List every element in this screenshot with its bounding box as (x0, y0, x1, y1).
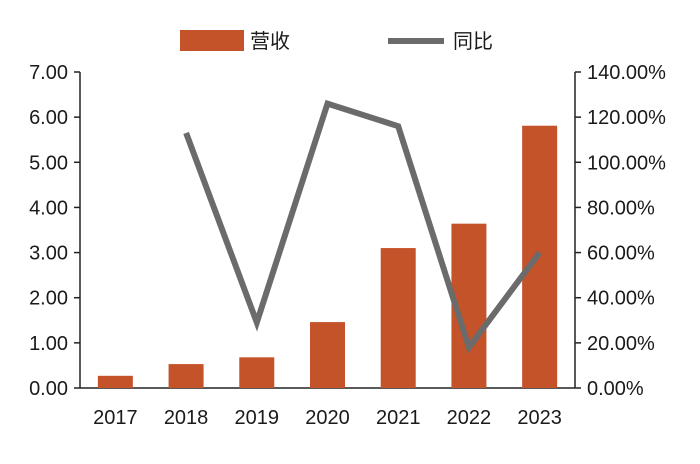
x-tick-label: 2021 (376, 407, 421, 429)
bar-series (97, 125, 558, 388)
legend-label-revenue: 营收 (250, 29, 290, 53)
legend: 营收 同比 (180, 29, 493, 53)
left-tick-label: 5.00 (29, 152, 68, 174)
left-tick-label: 1.00 (29, 333, 68, 355)
left-tick-label: 7.00 (29, 62, 68, 84)
bar-revenue (239, 357, 275, 388)
right-tick-label: 140.00% (587, 62, 666, 84)
x-tick-label: 2019 (235, 407, 280, 429)
right-tick-label: 20.00% (587, 333, 655, 355)
legend-swatch-revenue (180, 30, 244, 51)
line-yoy (183, 99, 543, 354)
right-tick-label: 40.00% (587, 288, 655, 310)
x-tick-label: 2023 (517, 407, 562, 429)
right-tick-label: 80.00% (587, 197, 655, 219)
right-tick-label: 100.00% (587, 152, 666, 174)
x-tick-label: 2017 (93, 407, 138, 429)
right-tick-label: 0.00% (587, 378, 644, 400)
line-series (183, 99, 543, 354)
left-tick-label: 3.00 (29, 243, 68, 265)
bar-revenue (380, 248, 416, 388)
left-tick-label: 2.00 (29, 288, 68, 310)
bar-revenue (97, 375, 133, 388)
x-tick-label: 2018 (164, 407, 209, 429)
left-tick-label: 4.00 (29, 197, 68, 219)
x-tick-label: 2022 (447, 407, 492, 429)
left-tick-label: 0.00 (29, 378, 68, 400)
x-tick-label: 2020 (305, 407, 350, 429)
legend-label-yoy: 同比 (453, 29, 493, 53)
left-tick-label: 6.00 (29, 107, 68, 129)
bar-revenue (168, 364, 204, 388)
axes: 0.00 1.00 2.00 3.00 4.00 5.00 6.00 7.00 0.00% 20.… (29, 62, 666, 429)
right-tick-label: 60.00% (587, 243, 655, 265)
bar-revenue (310, 322, 345, 388)
right-tick-label: 120.00% (587, 107, 666, 129)
